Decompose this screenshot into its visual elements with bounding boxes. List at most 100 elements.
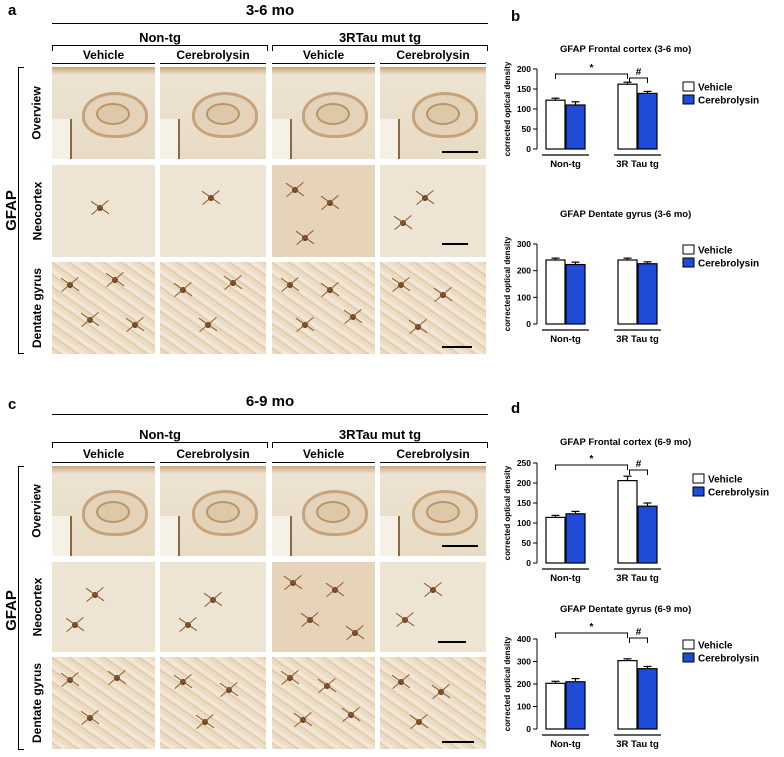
condition-vehicle-1-top: Vehicle (82, 48, 125, 62)
y-tick-label: 0 (526, 319, 531, 329)
condition-underline (160, 462, 266, 463)
y-tick-label: 0 (526, 724, 531, 734)
x-tick-label: 3R Tau tg (616, 573, 659, 584)
group-bracket-nontg-bottom (52, 442, 268, 448)
condition-vehicle-1-bottom: Vehicle (82, 447, 125, 461)
panel-letter-d: d (511, 400, 521, 417)
group-label-nontg-top: Non-tg (139, 30, 181, 45)
micrograph-overview-3rtau-cerebrolysin-bottom (380, 466, 486, 556)
bar-vehicle-3rtau (617, 479, 638, 564)
significance-star: * (590, 622, 594, 633)
bar-cerebrolysin-3rtau (637, 668, 658, 730)
bar-cerebrolysin-3rtau (637, 505, 658, 564)
condition-underline (52, 63, 155, 64)
legend-swatch-vehicle (682, 639, 695, 650)
legend-label-vehicle: Vehicle (698, 83, 733, 94)
micrograph-overview-nontg-cerebrolysin-top (160, 67, 266, 159)
y-tick-label: 100 (517, 518, 531, 528)
bar-cerebrolysin-3rtau (637, 92, 658, 150)
legend-label-vehicle: Vehicle (698, 641, 733, 652)
bar-cerebrolysin-nontg (565, 263, 586, 325)
y-tick-label: 200 (517, 266, 531, 276)
y-tick-label: 200 (517, 478, 531, 488)
period-underline-bottom (52, 414, 488, 415)
significance-bracket (629, 77, 648, 83)
legend-label-vehicle: Vehicle (708, 475, 743, 486)
group-label-3rtau-top: 3RTau mut tg (338, 30, 422, 45)
bar-vehicle-3rtau (617, 659, 638, 730)
row-label-dentate-gyrus-top: Dentate gyrus (30, 267, 44, 349)
bar-vehicle-3rtau (617, 259, 638, 325)
significance-bracket (555, 73, 628, 79)
legend-label-vehicle: Vehicle (698, 246, 733, 257)
micrograph-dentate-nontg-vehicle-top (52, 262, 155, 354)
legend-swatch-vehicle (682, 244, 695, 255)
panel-letter-c: c (8, 396, 17, 413)
chart-frontal-cortex-6-9mo: GFAP Frontal cortex (6-9 mo) corrected op… (503, 437, 769, 584)
bar-cerebrolysin-nontg (565, 104, 586, 150)
bar-cerebrolysin-3rtau (637, 263, 658, 325)
micrograph-neocortex-nontg-vehicle-top (52, 165, 155, 257)
micrograph-dentate-nontg-cerebrolysin-bottom (160, 657, 266, 749)
micrograph-dentate-nontg-vehicle-bottom (52, 657, 155, 749)
period-title-top: 3-6 mo (245, 2, 295, 19)
micrograph-overview-nontg-vehicle-bottom (52, 466, 155, 556)
micrograph-neocortex-nontg-vehicle-bottom (52, 562, 155, 652)
y-tick-label: 0 (526, 558, 531, 568)
chart-title: GFAP Dentate gyrus (6-9 mo) (560, 604, 691, 615)
micrograph-neocortex-3rtau-cerebrolysin-top (380, 165, 486, 257)
condition-cerebrolysin-1-top: Cerebrolysin (176, 48, 250, 62)
legend-swatch-cerebrolysin (692, 486, 705, 497)
bar-cerebrolysin-nontg (565, 513, 586, 564)
bar-vehicle-nontg (545, 259, 566, 325)
y-tick-label: 100 (517, 292, 531, 302)
chart-dentate-gyrus-3-6mo: GFAP Dentate gyrus (3-6 mo) corrected opt… (503, 209, 759, 345)
chart-title: GFAP Dentate gyrus (3-6 mo) (560, 209, 691, 220)
chart-dentate-gyrus-6-9mo: GFAP Dentate gyrus (6-9 mo) corrected opt… (503, 604, 759, 750)
y-tick-label: 50 (522, 124, 532, 134)
row-bracket-bottom (18, 466, 24, 750)
condition-cerebrolysin-2-bottom: Cerebrolysin (396, 447, 470, 461)
condition-vehicle-2-bottom: Vehicle (302, 447, 345, 461)
condition-underline (160, 63, 266, 64)
x-tick-label: Non-tg (550, 334, 581, 345)
y-tick-label: 300 (517, 657, 531, 667)
condition-underline (272, 462, 375, 463)
chart-frontal-cortex-3-6mo: GFAP Frontal cortex (3-6 mo) corrected op… (503, 44, 759, 170)
y-tick-label: 200 (517, 64, 531, 74)
x-tick-label: 3R Tau tg (616, 334, 659, 345)
condition-underline (380, 63, 486, 64)
micrograph-dentate-3rtau-cerebrolysin-top (380, 262, 486, 354)
group-label-nontg-bottom: Non-tg (139, 427, 181, 442)
condition-vehicle-2-top: Vehicle (302, 48, 345, 62)
micrograph-dentate-3rtau-vehicle-bottom (272, 657, 375, 749)
y-axis-label: corrected optical density (503, 636, 512, 731)
significance-star: * (590, 454, 594, 465)
y-axis-label: corrected optical density (503, 465, 512, 560)
micrograph-dentate-3rtau-cerebrolysin-bottom (380, 657, 486, 749)
legend-swatch-cerebrolysin (682, 257, 695, 268)
condition-underline (52, 462, 155, 463)
condition-underline (272, 63, 375, 64)
micrograph-neocortex-3rtau-vehicle-bottom (272, 562, 375, 652)
chart-title: GFAP Frontal cortex (6-9 mo) (560, 437, 691, 448)
legend-swatch-cerebrolysin (682, 652, 695, 663)
y-axis-label: corrected optical density (503, 61, 512, 156)
scale-bar (442, 243, 468, 245)
micrograph-overview-3rtau-cerebrolysin-top (380, 67, 486, 159)
micrograph-overview-3rtau-vehicle-top (272, 67, 375, 159)
period-underline-top (52, 23, 488, 24)
row-bracket-top (18, 67, 24, 354)
significance-bracket (555, 632, 628, 638)
legend-swatch-vehicle (692, 473, 705, 484)
micrograph-dentate-nontg-cerebrolysin-top (160, 262, 266, 354)
x-tick-label: Non-tg (550, 739, 581, 750)
y-tick-label: 100 (517, 702, 531, 712)
panel-letter-b: b (511, 8, 521, 25)
row-label-dentate-gyrus-bottom: Dentate gyrus (30, 662, 44, 744)
y-tick-label: 250 (517, 458, 531, 468)
y-tick-label: 300 (517, 239, 531, 249)
legend-swatch-cerebrolysin (682, 94, 695, 105)
legend-label-cerebrolysin: Cerebrolysin (708, 488, 769, 499)
significance-bracket (629, 469, 648, 475)
